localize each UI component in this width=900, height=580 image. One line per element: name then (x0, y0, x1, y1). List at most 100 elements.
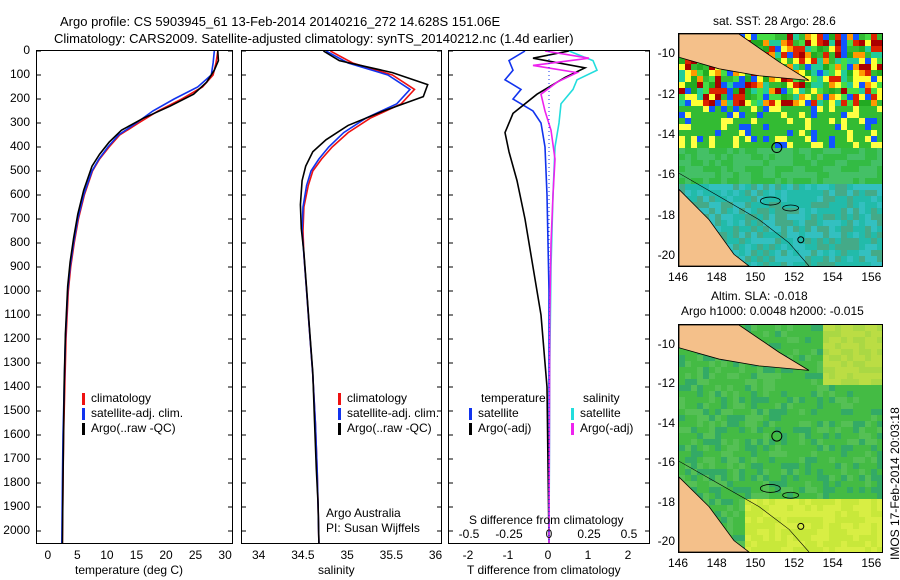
map-cell (793, 40, 799, 46)
map-cell (787, 238, 793, 244)
map-cell (817, 262, 823, 266)
map-cell (811, 166, 817, 172)
map-cell (835, 361, 841, 367)
map-cell (679, 112, 685, 118)
map-cell (799, 94, 805, 100)
map-cell (745, 190, 751, 196)
map-cell (805, 178, 811, 184)
map-cell (847, 337, 853, 343)
map-cell (805, 361, 811, 367)
map-cell (829, 463, 835, 469)
map-cell (697, 106, 703, 112)
map-cell (769, 415, 775, 421)
map-cell (817, 160, 823, 166)
map-cell (763, 547, 769, 552)
depth-tick-label: 1400 (3, 379, 30, 393)
map-cell (841, 40, 847, 46)
map-cell (697, 118, 703, 124)
map-cell (787, 499, 793, 505)
map-cell (847, 112, 853, 118)
map-cell (805, 118, 811, 124)
map-cell (841, 469, 847, 475)
map-cell (721, 367, 727, 373)
depth-tick-label: 1000 (3, 283, 30, 297)
map-cell (775, 208, 781, 214)
map-cell (871, 226, 877, 232)
map-cell (739, 481, 745, 487)
map-cell (853, 184, 859, 190)
map-cell (859, 487, 865, 493)
map-cell (697, 463, 703, 469)
map-cell (775, 178, 781, 184)
map-cell (757, 529, 763, 535)
map-cell (829, 238, 835, 244)
legend-item-t-argo: Argo(-adj) (469, 421, 546, 436)
map-cell (697, 409, 703, 415)
map-cell (721, 76, 727, 82)
map-cell (715, 130, 721, 136)
map-cell (859, 355, 865, 361)
map-cell (805, 529, 811, 535)
map-cell (805, 130, 811, 136)
map-cell (805, 238, 811, 244)
map-cell (691, 160, 697, 166)
map-cell (865, 439, 871, 445)
map-cell (811, 475, 817, 481)
map-cell (847, 100, 853, 106)
map-cell (841, 82, 847, 88)
map-cell (715, 88, 721, 94)
map-cell (703, 445, 709, 451)
map-cell (745, 469, 751, 475)
map-cell (865, 130, 871, 136)
map-cell (871, 547, 877, 552)
map-cell (715, 379, 721, 385)
map-cell (679, 178, 685, 184)
map-cell (751, 373, 757, 379)
map-cell (775, 379, 781, 385)
map-cell (853, 106, 859, 112)
map-cell (691, 457, 697, 463)
map-cell (805, 34, 811, 40)
map-cell (739, 184, 745, 190)
map-cell (877, 256, 882, 262)
map-cell (691, 166, 697, 172)
map-cell (787, 451, 793, 457)
map-cell (685, 361, 691, 367)
map-cell (781, 427, 787, 433)
map-cell (739, 208, 745, 214)
map-cell (703, 208, 709, 214)
map-cell (691, 475, 697, 481)
legend-label: satellite (478, 406, 519, 420)
map-cell (793, 64, 799, 70)
map-cell (739, 220, 745, 226)
map-cell (763, 88, 769, 94)
map-cell (871, 208, 877, 214)
map-cell (799, 415, 805, 421)
map-cell (853, 58, 859, 64)
map-cell (805, 136, 811, 142)
map-cell (691, 451, 697, 457)
map-cell (853, 100, 859, 106)
map-cell (805, 343, 811, 349)
map-cell (835, 52, 841, 58)
map-y-tick: -10 (657, 336, 675, 351)
map-cell (823, 52, 829, 58)
map-cell (871, 487, 877, 493)
map-cell (829, 124, 835, 130)
map-cell (763, 331, 769, 337)
map-cell (859, 130, 865, 136)
map-cell (877, 232, 882, 238)
map-cell (853, 64, 859, 70)
map-cell (745, 112, 751, 118)
map-cell (871, 397, 877, 403)
map-cell (811, 457, 817, 463)
map-cell (787, 487, 793, 493)
map-cell (691, 88, 697, 94)
map-cell (799, 445, 805, 451)
map-cell (757, 106, 763, 112)
map-cell (847, 349, 853, 355)
map-cell (865, 46, 871, 52)
map-cell (751, 124, 757, 130)
map-cell (805, 535, 811, 541)
map-cell (715, 487, 721, 493)
